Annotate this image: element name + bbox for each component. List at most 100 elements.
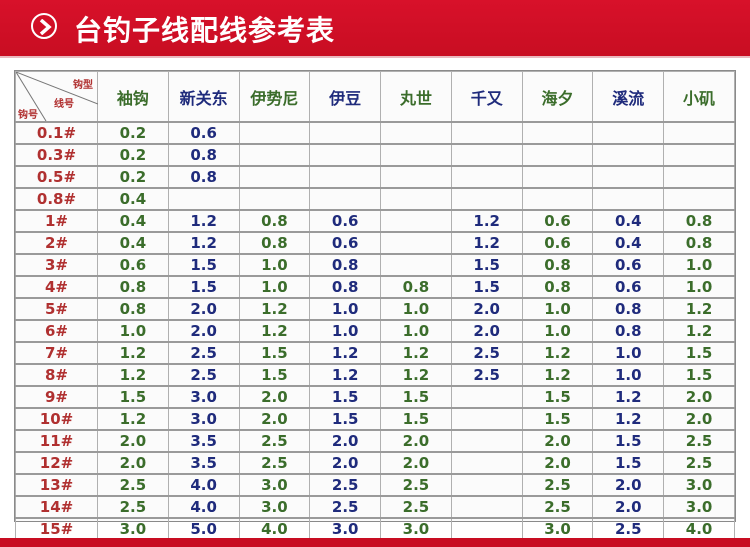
line-size-cell — [450, 429, 523, 453]
hook-number-cell: 10# — [15, 407, 98, 431]
line-size-cell: 0.4 — [97, 187, 169, 211]
line-size-cell — [309, 121, 382, 145]
line-size-cell: 1.2 — [450, 209, 523, 233]
line-size-cell: 4.0 — [167, 495, 240, 519]
line-size-cell: 3.0 — [380, 517, 452, 540]
hook-number-cell: 6# — [15, 319, 98, 343]
line-size-cell — [380, 209, 452, 233]
line-size-cell: 1.0 — [521, 297, 594, 321]
column-header: 千又 — [450, 71, 523, 123]
line-size-cell: 3.0 — [663, 473, 735, 497]
hook-number-cell: 9# — [15, 385, 98, 409]
column-header: 伊势尼 — [238, 71, 311, 123]
line-size-cell: 1.2 — [450, 231, 523, 255]
line-size-cell: 0.8 — [521, 275, 594, 299]
line-size-cell — [521, 187, 594, 211]
line-size-cell: 2.0 — [380, 451, 452, 475]
line-size-cell: 1.0 — [380, 297, 452, 321]
table-row: 2# 0.4 1.2 0.8 0.6 1.2 0.6 0.4 0.8 — [15, 231, 735, 255]
line-size-cell: 0.8 — [97, 275, 169, 299]
corner-hook-number: 钩号 — [18, 110, 38, 121]
line-size-cell: 2.0 — [238, 407, 311, 431]
line-size-cell: 1.2 — [521, 363, 594, 387]
table-row: 1# 0.4 1.2 0.8 0.6 1.2 0.6 0.4 0.8 — [15, 209, 735, 233]
line-size-cell: 0.6 — [309, 209, 382, 233]
line-size-cell: 0.6 — [309, 231, 382, 255]
line-size-cell — [592, 143, 665, 167]
line-size-cell: 1.2 — [97, 363, 169, 387]
hook-number-cell: 3# — [15, 253, 98, 277]
line-size-cell: 2.5 — [309, 473, 382, 497]
line-size-cell: 1.5 — [167, 253, 240, 277]
line-size-cell: 1.2 — [663, 297, 735, 321]
line-size-cell: 3.0 — [521, 517, 594, 540]
line-size-cell: 1.2 — [380, 363, 452, 387]
table-row: 15# 3.0 5.0 4.0 3.0 3.0 3.0 2.5 4.0 — [15, 517, 735, 540]
line-size-cell: 0.8 — [167, 143, 240, 167]
line-size-cell: 2.5 — [450, 363, 523, 387]
line-size-cell: 2.0 — [592, 473, 665, 497]
hook-number-cell: 12# — [15, 451, 98, 475]
line-size-cell — [450, 165, 523, 189]
line-size-cell: 3.5 — [167, 429, 240, 453]
hook-number-cell: 4# — [15, 275, 98, 299]
line-size-cell: 0.8 — [238, 209, 311, 233]
line-size-cell: 1.2 — [309, 341, 382, 365]
line-size-cell: 0.8 — [592, 319, 665, 343]
line-size-cell: 2.0 — [97, 429, 169, 453]
line-size-cell: 2.5 — [167, 341, 240, 365]
line-size-cell — [238, 165, 311, 189]
line-size-cell: 1.0 — [663, 275, 735, 299]
line-size-cell: 2.5 — [592, 517, 665, 540]
hook-number-cell: 2# — [15, 231, 98, 255]
line-size-cell: 2.5 — [167, 363, 240, 387]
table-row: 0.1# 0.2 0.6 — [15, 121, 735, 145]
line-size-cell — [450, 121, 523, 145]
line-size-cell: 5.0 — [167, 517, 240, 540]
line-size-cell: 2.0 — [167, 297, 240, 321]
line-size-cell: 1.5 — [238, 363, 311, 387]
line-size-cell: 2.5 — [380, 495, 452, 519]
line-size-cell: 0.6 — [97, 253, 169, 277]
line-size-cell: 2.0 — [450, 297, 523, 321]
line-size-cell: 3.0 — [167, 385, 240, 409]
line-size-cell — [450, 451, 523, 475]
line-size-cell — [309, 165, 382, 189]
line-size-cell — [521, 165, 594, 189]
column-header: 袖钩 — [97, 71, 169, 123]
line-size-cell: 0.2 — [97, 143, 169, 167]
line-size-cell: 1.5 — [592, 429, 665, 453]
line-size-cell: 1.2 — [309, 363, 382, 387]
hook-number-cell: 0.1# — [15, 121, 98, 145]
line-size-cell — [663, 121, 735, 145]
line-size-cell — [238, 143, 311, 167]
line-size-cell: 1.0 — [663, 253, 735, 277]
line-size-cell — [238, 121, 311, 145]
line-size-cell: 1.5 — [380, 407, 452, 431]
line-size-cell — [450, 495, 523, 519]
line-size-cell: 3.0 — [663, 495, 735, 519]
line-size-cell: 1.0 — [592, 341, 665, 365]
table-row: 0.5# 0.2 0.8 — [15, 165, 735, 189]
table-row: 13# 2.5 4.0 3.0 2.5 2.5 2.5 2.0 3.0 — [15, 473, 735, 497]
line-size-cell: 0.6 — [521, 231, 594, 255]
line-size-cell: 0.4 — [97, 209, 169, 233]
line-size-cell: 3.5 — [167, 451, 240, 475]
line-size-cell: 2.0 — [309, 429, 382, 453]
line-size-cell: 0.8 — [663, 231, 735, 255]
line-size-cell: 0.6 — [167, 121, 240, 145]
bottom-bar — [0, 538, 750, 547]
hook-number-cell: 11# — [15, 429, 98, 453]
line-size-cell: 1.2 — [663, 319, 735, 343]
line-size-cell: 2.0 — [521, 451, 594, 475]
line-size-cell: 1.0 — [97, 319, 169, 343]
line-size-cell — [450, 473, 523, 497]
line-size-cell — [592, 187, 665, 211]
line-size-cell: 2.5 — [521, 495, 594, 519]
line-size-cell: 0.4 — [97, 231, 169, 255]
line-size-cell: 1.5 — [521, 407, 594, 431]
line-size-cell — [167, 187, 240, 211]
line-size-cell — [238, 187, 311, 211]
line-size-cell: 1.2 — [592, 407, 665, 431]
line-size-cell: 1.2 — [97, 407, 169, 431]
